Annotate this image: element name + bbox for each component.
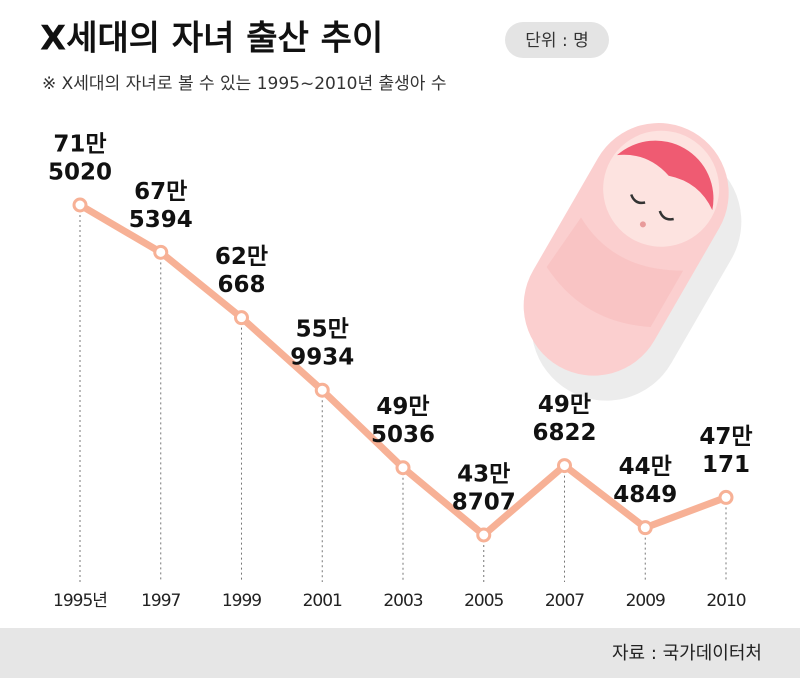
data-point bbox=[314, 382, 330, 398]
x-tick-label: 2010 bbox=[706, 591, 745, 611]
x-tick-label: 1997 bbox=[141, 591, 180, 611]
value-label: 71만 bbox=[53, 132, 106, 158]
value-label: 55만 bbox=[296, 317, 349, 343]
data-point bbox=[72, 197, 88, 213]
x-tick-label: 2001 bbox=[303, 591, 342, 611]
x-tick-label: 2007 bbox=[545, 591, 584, 611]
value-label: 171 bbox=[702, 452, 750, 478]
data-point bbox=[476, 527, 492, 543]
data-point bbox=[234, 310, 249, 326]
unit-label: 단위 : 명 bbox=[525, 31, 588, 51]
value-label: 49만 bbox=[538, 392, 591, 418]
source: 자료 : 국가데이터처 bbox=[612, 643, 762, 664]
value-label: 668 bbox=[217, 272, 265, 298]
data-point bbox=[153, 244, 169, 260]
footer-bar bbox=[0, 628, 800, 678]
data-point bbox=[557, 458, 572, 474]
subtitle: ※ X세대의 자녀로 볼 수 있는 1995~2010년 출생아 수 bbox=[42, 74, 447, 94]
data-point bbox=[718, 489, 734, 505]
value-label: 47만 bbox=[699, 424, 752, 450]
x-tick-label: 2005 bbox=[464, 591, 503, 611]
value-label: 5036 bbox=[371, 422, 435, 448]
x-tick-label: 1995년 bbox=[53, 591, 107, 611]
x-tick-label: 1999 bbox=[222, 591, 261, 611]
chart-title: X세대의 자녀 출산 추이 bbox=[40, 19, 383, 59]
value-label: 5394 bbox=[129, 207, 193, 233]
value-label: 49만 bbox=[376, 394, 429, 420]
value-label: 62만 bbox=[215, 244, 268, 270]
data-point bbox=[395, 460, 411, 476]
x-tick-label: 2003 bbox=[383, 591, 422, 611]
value-label: 5020 bbox=[48, 160, 112, 186]
value-label: 67만 bbox=[134, 179, 187, 205]
baby-illustration bbox=[523, 123, 742, 401]
value-label: 44만 bbox=[619, 454, 672, 480]
value-label: 6822 bbox=[532, 420, 596, 446]
value-label: 9934 bbox=[290, 345, 354, 371]
data-point bbox=[637, 520, 653, 536]
unit-badge bbox=[505, 22, 609, 58]
value-label: 8707 bbox=[452, 490, 516, 516]
value-label: 43만 bbox=[457, 462, 510, 488]
value-label: 4849 bbox=[613, 482, 677, 508]
x-tick-label: 2009 bbox=[626, 591, 665, 611]
